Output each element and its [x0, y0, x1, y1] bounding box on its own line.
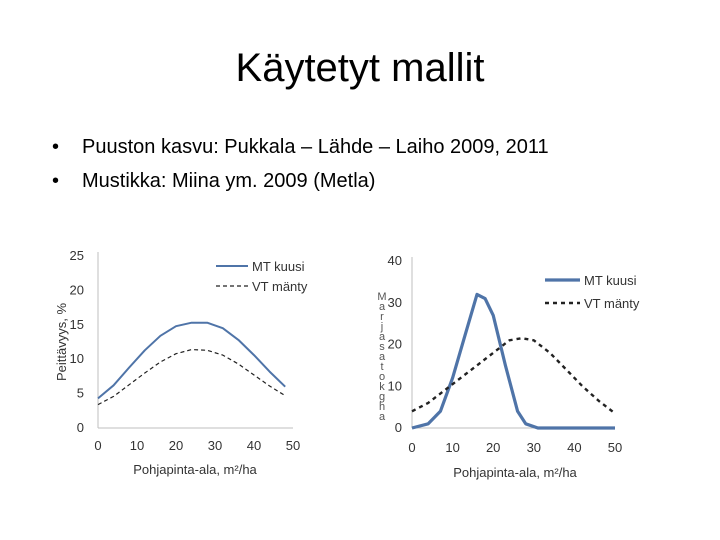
x-tick-label: 50 — [608, 440, 622, 455]
series-line — [411, 292, 615, 430]
series-line — [97, 321, 286, 400]
series-line — [411, 337, 616, 415]
y-tick-label: 5 — [77, 386, 84, 401]
y-tick-label: 20 — [70, 282, 84, 297]
x-tick-label: 30 — [208, 438, 222, 453]
slide-title: Käytetyt mallit — [235, 46, 485, 90]
x-tick-label: 0 — [408, 440, 415, 455]
bullet-text: Mustikka: Miina ym. 2009 (Metla) — [82, 170, 376, 192]
y-tick-label: 0 — [77, 420, 84, 435]
bullet-dot-icon: • — [52, 136, 60, 158]
bullet-dot-icon: • — [52, 170, 60, 192]
series-line — [97, 349, 286, 406]
x-tick-label: 10 — [130, 438, 144, 453]
bullet-text: Puuston kasvu: Pukkala – Lähde – Laiho 2… — [82, 136, 549, 158]
x-tick-label: 20 — [486, 440, 500, 455]
x-tick-label: 50 — [286, 438, 300, 453]
legend-label: VT mänty — [252, 279, 308, 294]
bullet-item: • Mustikka: Miina ym. 2009 (Metla) — [52, 164, 549, 198]
x-tick-label: 10 — [445, 440, 459, 455]
x-tick-label: 40 — [247, 438, 261, 453]
legend-label: MT kuusi — [252, 259, 305, 274]
y-tick-label: 20 — [388, 337, 402, 352]
x-tick-label: 20 — [169, 438, 183, 453]
y-axis-label: Peittävyys, % — [54, 303, 69, 381]
y-tick-label: 15 — [70, 317, 84, 332]
bullet-list: • Puuston kasvu: Pukkala – Lähde – Laiho … — [52, 130, 549, 198]
y-tick-label: 0 — [395, 420, 402, 435]
x-tick-label: 0 — [94, 438, 101, 453]
y-tick-label: 30 — [388, 295, 402, 310]
x-tick-label: 40 — [567, 440, 581, 455]
bullet-item: • Puuston kasvu: Pukkala – Lähde – Laiho … — [52, 130, 549, 164]
legend-label: VT mänty — [584, 296, 640, 311]
x-axis-label: Pohjapinta-ala, m²/ha — [453, 465, 577, 480]
y-tick-label: 10 — [70, 351, 84, 366]
x-tick-label: 30 — [527, 440, 541, 455]
y-tick-label: 10 — [388, 378, 402, 393]
y-tick-label: 25 — [70, 248, 84, 263]
y-tick-label: 40 — [388, 253, 402, 268]
legend-label: MT kuusi — [584, 273, 637, 288]
x-axis-label: Pohjapinta-ala, m²/ha — [133, 462, 257, 477]
